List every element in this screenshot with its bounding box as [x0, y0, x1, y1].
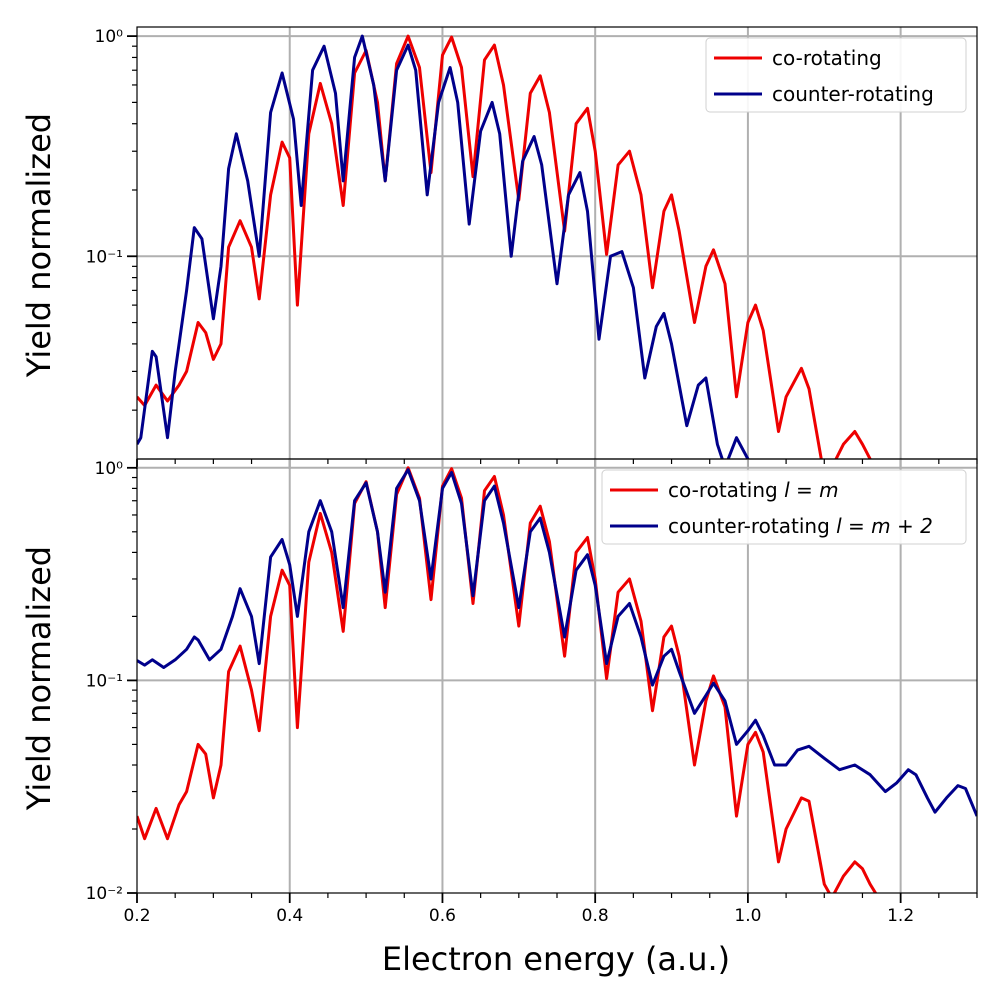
series-line-co-rotating-l-m	[137, 466, 878, 893]
bottom-legend: co-rotating l = m counter-rotating l = m …	[601, 469, 967, 545]
y-tick-label: 10⁻¹	[86, 671, 123, 691]
x-tick-label: 0.2	[123, 906, 150, 926]
top-panel: 10⁰ 10⁻¹ co-rotating counter-rotating Yiel…	[20, 26, 978, 469]
top-series-group	[137, 34, 872, 459]
top-legend: co-rotating counter-rotating	[705, 37, 967, 113]
legend-box	[705, 37, 967, 113]
x-tick-label: 1.0	[734, 906, 761, 926]
legend-entry-label: counter-rotating l = m + 2	[668, 514, 933, 538]
x-tick-label: 1.2	[887, 906, 914, 926]
y-tick-label: 10⁰	[95, 27, 124, 47]
legend-box	[601, 469, 967, 545]
bottom-grid	[137, 459, 977, 893]
series-line-counter-rotating	[137, 34, 750, 459]
bottom-y-axis-label: Yield normalized	[20, 546, 58, 811]
y-tick-label: 10⁻²	[86, 884, 123, 904]
series-line-co-rotating	[137, 34, 872, 459]
y-tick-label: 10⁰	[95, 459, 124, 479]
x-tick-label: 0.4	[276, 906, 303, 926]
legend-entry-label: co-rotating l = m	[668, 478, 839, 502]
bottom-axes-frame	[136, 458, 978, 894]
legend-entry-label: counter-rotating	[772, 82, 934, 106]
legend-entry-label: co-rotating	[772, 46, 882, 70]
series-line-counter-rotating-l-m-2	[137, 468, 977, 817]
x-axis-label: Electron energy (a.u.)	[382, 940, 730, 978]
bottom-ticks: 0.2 0.4 0.6 0.8 1.0 1.2 10⁰ 10⁻¹ 10⁻²	[86, 459, 978, 926]
x-tick-label: 0.8	[582, 906, 609, 926]
bottom-series-group	[137, 466, 977, 893]
y-tick-label: 10⁻¹	[86, 247, 123, 267]
bottom-panel: 0.2 0.4 0.6 0.8 1.0 1.2 10⁰ 10⁻¹ 10⁻² co-rotatin…	[20, 458, 978, 978]
x-tick-label: 0.6	[429, 906, 456, 926]
top-y-axis-label: Yield normalized	[20, 113, 58, 378]
